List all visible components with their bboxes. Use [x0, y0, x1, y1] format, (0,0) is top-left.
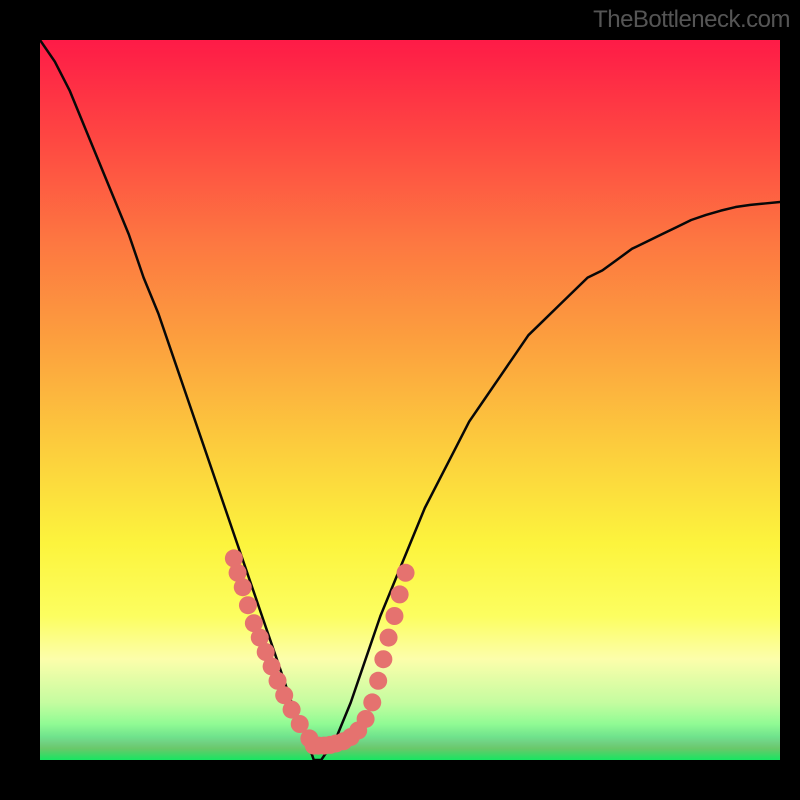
- highlight-dot: [397, 564, 415, 582]
- highlight-dot: [374, 650, 392, 668]
- chart-svg: [40, 40, 780, 760]
- highlight-dot: [380, 629, 398, 647]
- highlight-dot: [239, 596, 257, 614]
- highlight-dot: [369, 672, 387, 690]
- highlight-dot: [234, 578, 252, 596]
- highlight-dot: [391, 585, 409, 603]
- highlight-dot: [363, 693, 381, 711]
- highlight-dot: [385, 607, 403, 625]
- chart-background: [40, 40, 780, 760]
- watermark-text: TheBottleneck.com: [593, 6, 790, 34]
- highlight-dot: [357, 710, 375, 728]
- chart-plot-area: [40, 40, 780, 760]
